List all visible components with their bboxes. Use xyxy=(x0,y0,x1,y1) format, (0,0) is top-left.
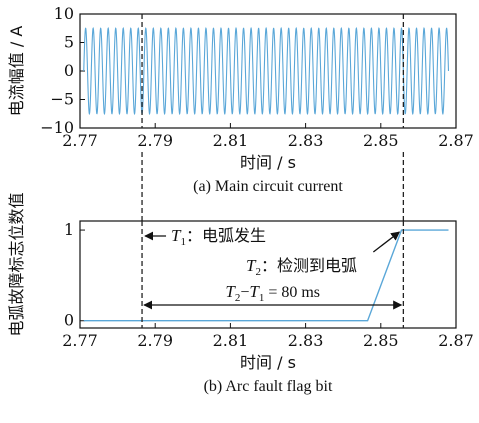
a-ytick-label-2: 0 xyxy=(64,61,74,80)
interval-sym-b: T xyxy=(249,282,260,301)
a-xtick-label-0: 2.77 xyxy=(62,131,98,150)
b-ytick-label-0: 0 xyxy=(64,311,74,330)
axes-b: 2.77 2.79 2.81 2.83 2.85 2.87 0 1 xyxy=(62,220,474,350)
interval-annotation: T2−T1 = 80 ms xyxy=(225,282,320,304)
x-axis-label-a: 时间 / s xyxy=(240,153,296,172)
t1-text: ：电弧发生 xyxy=(186,226,266,245)
t1-symbol: T xyxy=(171,226,182,245)
a-ytick-label-0: −10 xyxy=(40,118,74,137)
b-xtick-label-5: 2.87 xyxy=(438,331,474,350)
b-xtick-label-1: 2.79 xyxy=(137,331,173,350)
t2-arrow xyxy=(372,231,401,253)
a-xtick-label-2: 2.81 xyxy=(213,131,249,150)
interval-sub-b: 1 xyxy=(259,292,265,304)
y-axis-label-a: 电流幅值 / A xyxy=(7,26,26,117)
t2-subscript: 2 xyxy=(255,266,261,278)
interval-text: = 80 ms xyxy=(264,284,320,301)
a-xtick-label-5: 2.87 xyxy=(438,131,474,150)
chart-main-current: 2.77 2.79 2.81 2.83 2.85 2.87 −10 −5 0 5 10 电流幅值 /… xyxy=(7,4,474,195)
a-ytick-label-1: −5 xyxy=(50,90,74,109)
a-xtick-label-1: 2.79 xyxy=(137,131,173,150)
interval-sym-a: T xyxy=(225,282,236,301)
b-xtick-label-2: 2.81 xyxy=(213,331,249,350)
t2-annotation: T2：检测到电弧 xyxy=(246,256,357,278)
caption-b: (b) Arc fault flag bit xyxy=(204,378,333,395)
b-xtick-label-0: 2.77 xyxy=(62,331,98,350)
a-ytick-label-3: 5 xyxy=(64,33,74,52)
b-xtick-label-3: 2.83 xyxy=(288,331,324,350)
t2-text: ：检测到电弧 xyxy=(261,256,357,275)
interval-dash: − xyxy=(240,284,249,301)
plot-frame-b xyxy=(79,220,457,329)
b-xtick-label-4: 2.85 xyxy=(363,331,399,350)
flag-bit-line xyxy=(83,229,449,322)
a-xtick-label-4: 2.85 xyxy=(363,131,399,150)
interval-sub-a: 2 xyxy=(235,292,241,304)
t2-symbol: T xyxy=(246,256,257,275)
a-xtick-label-3: 2.83 xyxy=(288,131,324,150)
t1-annotation: T1：电弧发生 xyxy=(171,226,266,248)
a-ytick-label-4: 10 xyxy=(54,4,74,23)
y-axis-label-b: 电弧故障标志位数值 xyxy=(7,192,26,336)
t1-subscript: 1 xyxy=(181,236,187,248)
current-waveform xyxy=(83,26,450,116)
b-ytick-label-1: 1 xyxy=(64,220,74,239)
caption-a: (a) Main circuit current xyxy=(193,178,343,195)
x-axis-label-b: 时间 / s xyxy=(240,353,296,372)
axes-a: 2.77 2.79 2.81 2.83 2.85 2.87 −10 −5 0 5 10 xyxy=(40,4,474,150)
